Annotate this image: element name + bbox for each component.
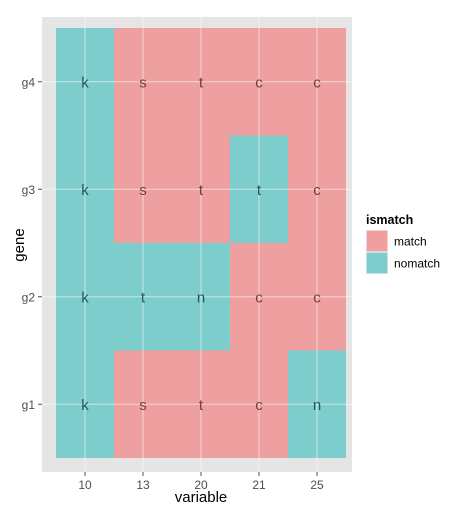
tile-label-g2-25: c (313, 289, 321, 306)
x-tick-label-21: 21 (252, 478, 266, 492)
tile-label-g3-10: k (81, 182, 89, 199)
x-tick-label-20: 20 (194, 478, 208, 492)
x-tick-label-25: 25 (310, 478, 324, 492)
tile-label-g2-21: c (255, 289, 263, 306)
x-tick-label-13: 13 (136, 478, 150, 492)
tile-label-g2-20: n (197, 289, 205, 306)
tile-label-g1-20: t (199, 397, 204, 414)
tile-label-g1-10: k (81, 397, 89, 414)
tile-label-g4-21: c (255, 74, 263, 91)
legend-title: ismatch (366, 213, 413, 227)
tile-label-g4-20: t (199, 74, 204, 91)
x-tick-label-10: 10 (78, 478, 92, 492)
tile-label-g1-13: s (139, 397, 147, 414)
x-axis-ticks: 10 13 20 21 25 (78, 472, 324, 492)
tile-label-g2-10: k (81, 289, 89, 306)
y-axis-ticks: g1 g2 g3 g4 (22, 75, 42, 412)
y-tick-label-g1: g1 (22, 398, 36, 412)
tile-label-g2-13: t (141, 289, 146, 306)
tile-label-g4-10: k (81, 74, 89, 91)
tile-label-g4-13: s (139, 74, 147, 91)
legend-label-match: match (394, 235, 427, 249)
tile-label-g4-25: c (313, 74, 321, 91)
tile-label-g1-25: n (313, 397, 321, 414)
legend-items: match nomatch (365, 229, 440, 275)
legend-label-nomatch: nomatch (394, 257, 440, 271)
y-tick-label-g4: g4 (22, 75, 36, 89)
tile-label-g3-25: c (313, 182, 321, 199)
tile-label-g3-20: t (199, 182, 204, 199)
tile-labels: k s t c n k t n c c k s t t c k s t c c (81, 74, 321, 414)
legend: ismatch match nomatch (365, 213, 440, 275)
x-axis-title: variable (175, 489, 228, 506)
y-axis-title: gene (11, 228, 28, 261)
y-tick-label-g3: g3 (22, 183, 36, 197)
tile-label-g3-13: s (139, 182, 147, 199)
grid-lines (42, 17, 352, 472)
legend-swatch-nomatch (365, 251, 389, 275)
y-tick-label-g2: g2 (22, 290, 36, 304)
legend-swatch-match (365, 229, 389, 253)
tile-label-g1-21: c (255, 397, 263, 414)
tile-label-g3-21: t (257, 182, 262, 199)
